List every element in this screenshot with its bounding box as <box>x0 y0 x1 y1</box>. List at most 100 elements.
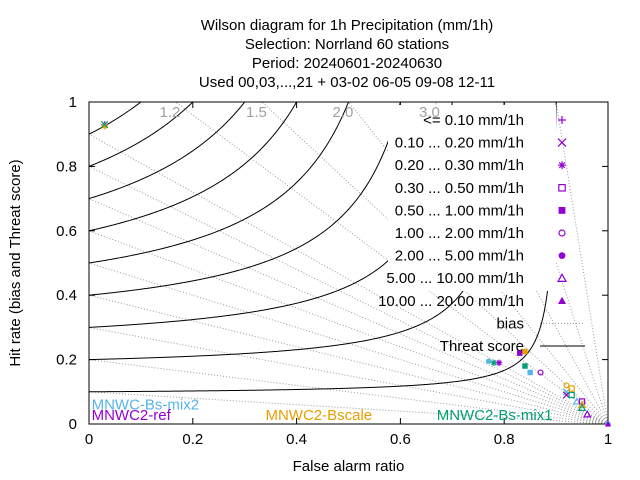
data-point <box>522 348 528 355</box>
threat-score-curve <box>89 102 194 167</box>
marker-shape <box>604 420 612 427</box>
marker-shape <box>101 122 108 130</box>
marker-shape <box>495 359 503 367</box>
legend-label: Threat score <box>440 338 524 355</box>
legend-label: 0.10 ... 0.20 mm/1h <box>395 135 524 152</box>
x-tick-label: 0.8 <box>494 431 515 448</box>
bias-line <box>89 133 608 424</box>
legend-label: 0.50 ... 1.00 mm/1h <box>395 202 524 219</box>
marker-shape <box>577 400 587 408</box>
y-axis-label: Hit rate (bias and Threat score) <box>7 159 24 366</box>
legend-label: 10.00 ... 20.00 mm/1h <box>378 293 524 310</box>
legend-marker <box>558 116 566 124</box>
x-tick-label: 0.2 <box>182 431 203 448</box>
bias-line <box>89 165 608 424</box>
marker-shape <box>577 403 587 412</box>
marker-shape <box>568 385 575 392</box>
x-tick-label: 0.6 <box>390 431 411 448</box>
legend-background <box>388 105 556 291</box>
data-point <box>537 369 544 376</box>
legend-marker <box>558 161 566 170</box>
marker-shape <box>527 369 533 376</box>
marker-shape <box>558 116 566 124</box>
threat-score-curve <box>89 102 298 232</box>
data-point <box>495 359 503 367</box>
legend-label: 1.00 ... 2.00 mm/1h <box>395 225 524 242</box>
title-line: Selection: Norrland 60 stations <box>245 36 449 53</box>
y-tick-label: 0.6 <box>56 223 77 240</box>
legend-marker <box>557 138 567 148</box>
marker-shape <box>583 409 592 418</box>
axes: 0 0.2 0.4 0.6 0.8 1 0 0.2 0.4 0.6 0.8 1 False alarm … <box>7 94 612 475</box>
data-point <box>577 400 587 408</box>
marker-shape <box>100 120 109 129</box>
data-points <box>100 120 612 427</box>
data-point <box>563 382 570 389</box>
data-point <box>577 403 587 412</box>
data-point <box>568 385 575 392</box>
x-tick-label: 0.4 <box>286 431 307 448</box>
marker-shape <box>556 272 568 282</box>
data-point <box>572 397 582 405</box>
data-point <box>490 359 498 367</box>
series-points <box>101 122 587 408</box>
bias-label: 1.2 <box>160 104 181 121</box>
marker-shape <box>558 161 566 170</box>
x-tick-label: 1 <box>604 431 612 448</box>
y-tick-label: 0 <box>69 416 77 433</box>
legend-label: 0.20 ... 0.30 mm/1h <box>395 157 524 174</box>
series-label: MNWC-Bs-mix2 <box>92 397 199 414</box>
title-line: Used 00,03,...,21 + 03-02 06-05 09-08 12… <box>199 74 495 91</box>
threat-score-curve <box>89 102 142 135</box>
marker-shape <box>522 348 528 355</box>
marker-shape <box>557 138 567 148</box>
threat-score-curve <box>89 102 246 200</box>
marker-shape <box>558 296 566 304</box>
marker-shape <box>563 382 570 389</box>
bias-label: 1.5 <box>246 104 267 121</box>
bias-line <box>89 359 608 424</box>
series-label: MNWC2-Bs-mix1 <box>437 407 553 424</box>
legend-label: 0.30 ... 0.50 mm/1h <box>395 180 524 197</box>
marker-shape <box>485 358 492 364</box>
threat-score-curve <box>89 102 350 264</box>
marker-shape <box>537 369 544 376</box>
data-point <box>583 409 592 418</box>
x-axis-label: False alarm ratio <box>293 458 405 475</box>
legend-marker <box>558 229 566 237</box>
legend-marker <box>558 252 566 259</box>
legend: <= 0.10 mm/1h 0.10 ... 0.20 mm/1h 0.20 ...… <box>378 105 585 355</box>
marker-shape <box>558 229 566 237</box>
data-point <box>517 350 523 356</box>
marker-shape <box>558 252 566 259</box>
series-label: MNWC2-Bscale <box>265 407 372 424</box>
title-line: Period: 20240601-20240630 <box>252 55 442 72</box>
chart-title: Wilson diagram for 1h Precipitation (mm/… <box>199 17 495 91</box>
marker-shape <box>568 391 575 399</box>
y-tick-label: 0.8 <box>56 158 77 175</box>
threat-score-curve <box>89 102 557 393</box>
x-tick-label: 0 <box>85 431 93 448</box>
y-tick-label: 1 <box>69 94 77 111</box>
data-point <box>522 363 528 369</box>
legend-marker <box>558 207 566 214</box>
marker-shape <box>517 350 523 356</box>
bias-line <box>89 262 608 424</box>
legend-label: 2.00 ... 5.00 mm/1h <box>395 248 524 265</box>
data-point <box>604 420 612 427</box>
bias-label: 2.0 <box>333 104 354 121</box>
bias-label: 3.0 <box>419 104 440 121</box>
data-point <box>485 358 492 364</box>
series-points <box>100 120 587 412</box>
bias-line <box>434 102 608 424</box>
data-point <box>527 369 533 376</box>
series-label: MNWC2-ref <box>92 407 172 424</box>
legend-marker <box>558 296 566 304</box>
data-point <box>100 120 109 129</box>
bias-lines <box>89 102 608 424</box>
legend-label: bias <box>496 315 524 332</box>
legend-marker <box>556 272 568 282</box>
bias-line <box>89 326 608 424</box>
